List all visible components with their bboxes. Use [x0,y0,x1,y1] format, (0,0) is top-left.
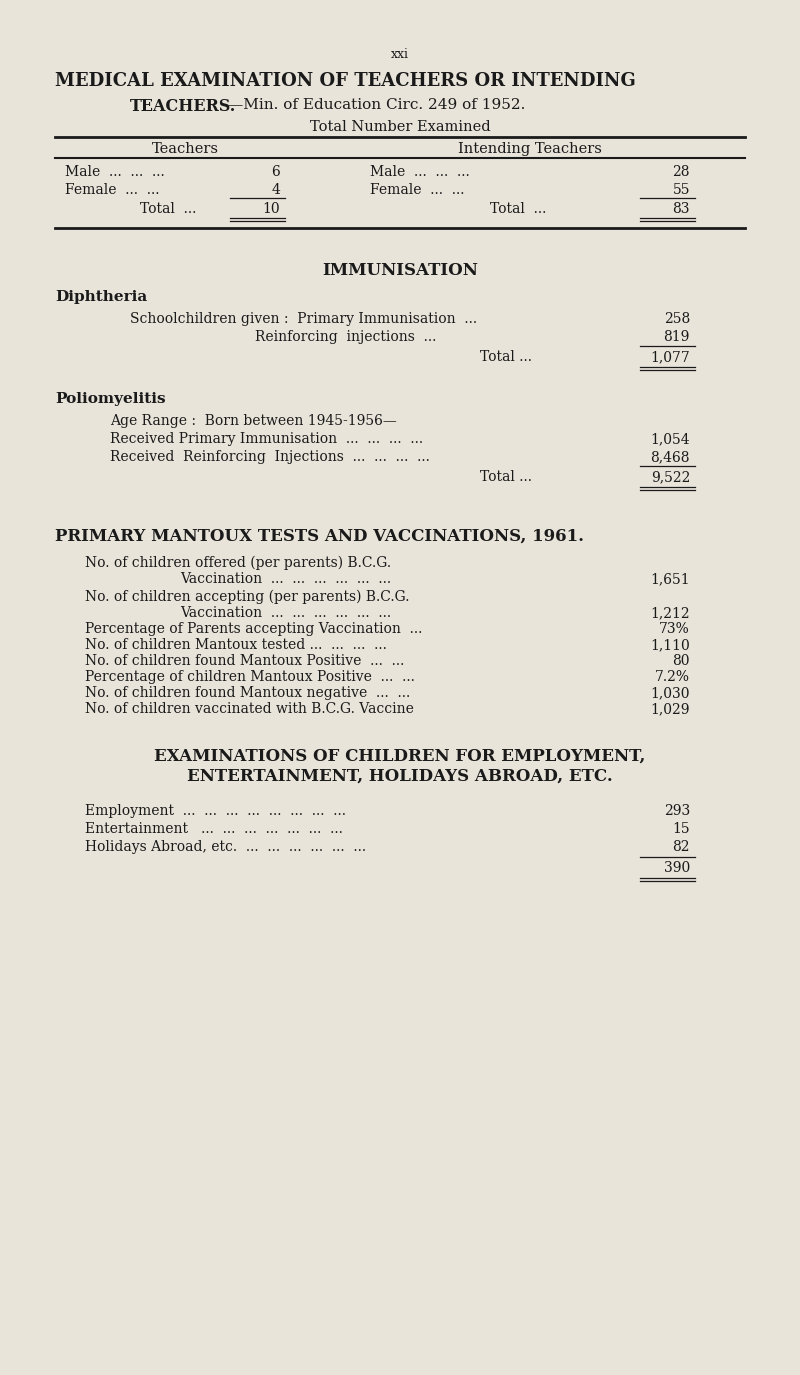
Text: Poliomyelitis: Poliomyelitis [55,392,166,406]
Text: No. of children vaccinated with B.C.G. Vaccine: No. of children vaccinated with B.C.G. V… [85,703,414,716]
Text: EXAMINATIONS OF CHILDREN FOR EMPLOYMENT,: EXAMINATIONS OF CHILDREN FOR EMPLOYMENT, [154,748,646,764]
Text: xxi: xxi [391,48,409,60]
Text: Received Primary Immunisation  ...  ...  ...  ...: Received Primary Immunisation ... ... ..… [110,432,423,446]
Text: Diphtheria: Diphtheria [55,290,147,304]
Text: 390: 390 [664,861,690,874]
Text: 6: 6 [271,165,280,179]
Text: Total  ...: Total ... [490,202,546,216]
Text: 9,522: 9,522 [650,470,690,484]
Text: 1,030: 1,030 [650,686,690,700]
Text: 1,212: 1,212 [650,606,690,620]
Text: 80: 80 [673,654,690,668]
Text: 1,110: 1,110 [650,638,690,652]
Text: Vaccination  ...  ...  ...  ...  ...  ...: Vaccination ... ... ... ... ... ... [180,606,391,620]
Text: Schoolchildren given :  Primary Immunisation  ...: Schoolchildren given : Primary Immunisat… [130,312,477,326]
Text: 15: 15 [672,822,690,836]
Text: No. of children offered (per parents) B.C.G.: No. of children offered (per parents) B.… [85,556,391,571]
Text: No. of children found Mantoux Positive  ...  ...: No. of children found Mantoux Positive .… [85,654,404,668]
Text: Reinforcing  injections  ...: Reinforcing injections ... [255,330,436,344]
Text: Total  ...: Total ... [140,202,196,216]
Text: Teachers: Teachers [151,142,218,155]
Text: 73%: 73% [659,622,690,637]
Text: 258: 258 [664,312,690,326]
Text: Male  ...  ...  ...: Male ... ... ... [65,165,165,179]
Text: 83: 83 [673,202,690,216]
Text: 1,077: 1,077 [650,351,690,364]
Text: MEDICAL EXAMINATION OF TEACHERS OR INTENDING: MEDICAL EXAMINATION OF TEACHERS OR INTEN… [55,72,636,89]
Text: 8,468: 8,468 [650,450,690,463]
Text: Entertainment   ...  ...  ...  ...  ...  ...  ...: Entertainment ... ... ... ... ... ... ..… [85,822,343,836]
Text: Female  ...  ...: Female ... ... [65,183,159,197]
Text: Employment  ...  ...  ...  ...  ...  ...  ...  ...: Employment ... ... ... ... ... ... ... .… [85,804,346,818]
Text: Total ...: Total ... [480,470,532,484]
Text: Male  ...  ...  ...: Male ... ... ... [370,165,470,179]
Text: IMMUNISATION: IMMUNISATION [322,263,478,279]
Text: 1,651: 1,651 [650,572,690,586]
Text: 293: 293 [664,804,690,818]
Text: 819: 819 [664,330,690,344]
Text: Percentage of children Mantoux Positive  ...  ...: Percentage of children Mantoux Positive … [85,670,415,683]
Text: Total Number Examined: Total Number Examined [310,120,490,133]
Text: Intending Teachers: Intending Teachers [458,142,602,155]
Text: 55: 55 [673,183,690,197]
Text: 82: 82 [673,840,690,854]
Text: —Min. of Education Circ. 249 of 1952.: —Min. of Education Circ. 249 of 1952. [228,98,526,111]
Text: Received  Reinforcing  Injections  ...  ...  ...  ...: Received Reinforcing Injections ... ... … [110,450,430,463]
Text: No. of children Mantoux tested ...  ...  ...  ...: No. of children Mantoux tested ... ... .… [85,638,387,652]
Text: PRIMARY MANTOUX TESTS AND VACCINATIONS, 1961.: PRIMARY MANTOUX TESTS AND VACCINATIONS, … [55,528,584,544]
Text: Age Range :  Born between 1945-1956—: Age Range : Born between 1945-1956— [110,414,397,428]
Text: Percentage of Parents accepting Vaccination  ...: Percentage of Parents accepting Vaccinat… [85,622,422,637]
Text: Total ...: Total ... [480,351,532,364]
Text: TEACHERS.: TEACHERS. [130,98,236,116]
Text: 7.2%: 7.2% [655,670,690,683]
Text: ENTERTAINMENT, HOLIDAYS ABROAD, ETC.: ENTERTAINMENT, HOLIDAYS ABROAD, ETC. [187,769,613,785]
Text: 10: 10 [262,202,280,216]
Text: Vaccination  ...  ...  ...  ...  ...  ...: Vaccination ... ... ... ... ... ... [180,572,391,586]
Text: 1,054: 1,054 [650,432,690,446]
Text: 28: 28 [673,165,690,179]
Text: No. of children accepting (per parents) B.C.G.: No. of children accepting (per parents) … [85,590,410,605]
Text: Female  ...  ...: Female ... ... [370,183,465,197]
Text: No. of children found Mantoux negative  ...  ...: No. of children found Mantoux negative .… [85,686,410,700]
Text: Holidays Abroad, etc.  ...  ...  ...  ...  ...  ...: Holidays Abroad, etc. ... ... ... ... ..… [85,840,366,854]
Text: 1,029: 1,029 [650,703,690,716]
Text: 4: 4 [271,183,280,197]
